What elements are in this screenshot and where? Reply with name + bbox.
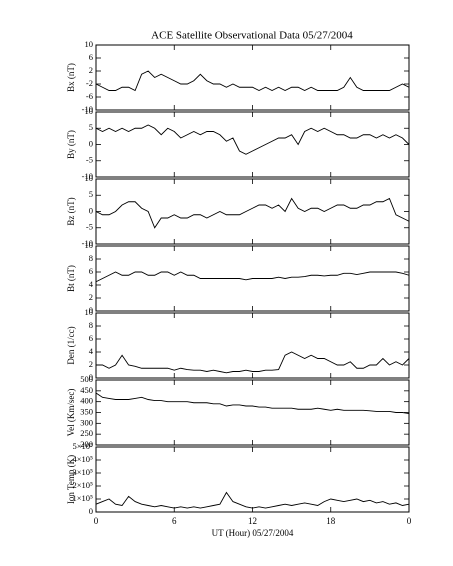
y-axis-label: Den (1/cc) bbox=[66, 326, 76, 364]
y-tick-label: 3×10⁵ bbox=[72, 467, 93, 477]
y-tick-label: 500 bbox=[80, 374, 93, 384]
y-axis-label: By (nT) bbox=[66, 130, 76, 159]
y-tick-label: -5 bbox=[86, 155, 93, 165]
y-tick-label: 6 bbox=[89, 52, 93, 62]
y-tick-label: 300 bbox=[80, 417, 93, 427]
y-tick-label: 8 bbox=[89, 320, 93, 330]
x-axis-label: UT (Hour) 05/27/2004 bbox=[212, 528, 294, 538]
y-tick-label: 6 bbox=[89, 333, 93, 343]
y-tick-label: 10 bbox=[85, 39, 94, 49]
y-axis-label: Vel (Km/sec) bbox=[66, 389, 76, 437]
data-line bbox=[95, 70, 410, 92]
y-tick-label: 8 bbox=[89, 253, 93, 263]
x-tick-label: 18 bbox=[326, 516, 336, 526]
y-tick-label: 0 bbox=[89, 372, 93, 382]
y-tick-label: 4 bbox=[89, 279, 94, 289]
y-tick-label: 0 bbox=[89, 305, 93, 315]
data-line bbox=[96, 351, 410, 374]
y-tick-label: 2 bbox=[89, 65, 93, 75]
data-line bbox=[95, 124, 410, 155]
data-line bbox=[95, 491, 410, 509]
y-tick-label: 5 bbox=[89, 122, 93, 132]
y-tick-label: 0 bbox=[89, 138, 93, 148]
y-tick-label: 0 bbox=[89, 205, 93, 215]
y-tick-label: -10 bbox=[82, 104, 93, 114]
y-tick-label: 2 bbox=[89, 359, 93, 369]
data-line bbox=[95, 392, 410, 415]
y-tick-label: -10 bbox=[82, 238, 93, 248]
y-tick-label: 6 bbox=[89, 266, 93, 276]
y-tick-label: 10 bbox=[85, 173, 94, 183]
chart-title: ACE Satellite Observational Data 05/27/2… bbox=[151, 30, 353, 42]
y-tick-label: -5 bbox=[86, 222, 93, 232]
y-tick-label: 450 bbox=[80, 385, 93, 395]
y-tick-label: 0 bbox=[89, 506, 93, 516]
y-tick-label: 10 bbox=[85, 307, 94, 317]
data-line bbox=[95, 271, 410, 283]
y-axis-label: Bx (nT) bbox=[66, 63, 76, 92]
data-line bbox=[95, 197, 410, 229]
y-tick-label: 200 bbox=[80, 439, 93, 449]
y-tick-label: 2×10⁵ bbox=[72, 480, 93, 490]
y-axis-label: Ion Temp (K) bbox=[66, 455, 76, 504]
y-axis-label: Bt (nT) bbox=[66, 265, 76, 292]
y-tick-label: 4 bbox=[89, 346, 94, 356]
x-tick-label: 0 bbox=[407, 516, 412, 526]
x-tick-label: 0 bbox=[94, 516, 99, 526]
y-tick-label: 10 bbox=[85, 240, 94, 250]
y-tick-label: -6 bbox=[86, 91, 93, 101]
y-tick-label: 400 bbox=[80, 396, 93, 406]
y-tick-label: -10 bbox=[82, 171, 93, 181]
y-axis-label: Bz (nT) bbox=[66, 197, 76, 225]
y-tick-label: 350 bbox=[80, 406, 93, 416]
y-tick-label: 1×10⁵ bbox=[72, 493, 93, 503]
y-tick-label: -2 bbox=[86, 78, 93, 88]
y-tick-label: 10 bbox=[85, 106, 94, 116]
y-tick-label: 4×10⁵ bbox=[72, 454, 93, 464]
y-tick-label: 2 bbox=[89, 292, 93, 302]
y-tick-label: 5 bbox=[89, 189, 93, 199]
x-tick-label: 12 bbox=[248, 516, 257, 526]
y-tick-label: 250 bbox=[80, 428, 93, 438]
x-tick-label: 6 bbox=[172, 516, 177, 526]
y-tick-label: 5×10⁵ bbox=[72, 441, 93, 451]
